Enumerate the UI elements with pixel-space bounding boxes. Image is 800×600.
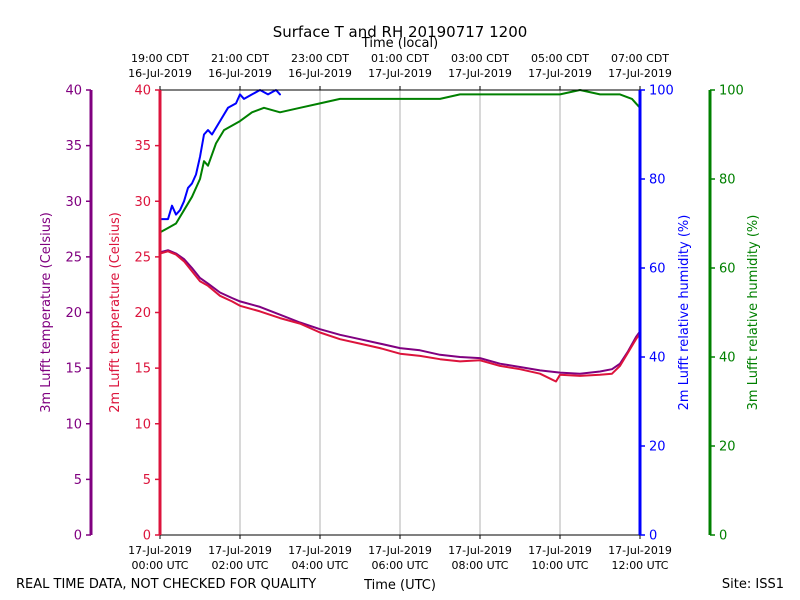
3m-humidity-axis-tick-label: 40 — [719, 351, 736, 366]
2m-humidity-axis-tick-label: 0 — [649, 529, 657, 544]
x-axis-title: Time (UTC) — [363, 578, 436, 593]
labels-layer: Surface T and RH 20190717 1200 Time (loc… — [16, 23, 784, 593]
vertical-gridlines — [239, 90, 561, 535]
3m-temperature-axis-tick-label: 25 — [65, 250, 82, 265]
3m-humidity-axis-tick-label: 20 — [719, 440, 736, 455]
2m-temperature-axis-tick-label: 35 — [134, 139, 151, 154]
x-tick-time: 12:00 UTC — [611, 559, 668, 572]
x-tick-date: 17-Jul-2019 — [288, 544, 352, 557]
series-line-rh2m — [159, 89, 281, 221]
3m-temperature-axis-title: 3m Lufft temperature (Celsius) — [39, 212, 54, 413]
3m-temperature-axis-tick-label: 35 — [65, 139, 82, 154]
2m-temperature-axis-tick-label: 5 — [143, 473, 151, 488]
3m-temperature-axis-tick-label: 30 — [65, 195, 82, 210]
2m-temperature-axis-tick-label: 0 — [143, 529, 151, 544]
2m-temperature-axis-tick-label: 15 — [134, 362, 151, 377]
3m-humidity-axis-tick-label: 0 — [719, 529, 727, 544]
x-tick-time: 10:00 UTC — [531, 559, 588, 572]
x-tick-date: 17-Jul-2019 — [608, 544, 672, 557]
2m-temperature-axis-title: 2m Lufft temperature (Celsius) — [108, 212, 123, 413]
top-tick-time: 19:00 CDT — [131, 52, 189, 65]
2m-temperature-axis-tick-label: 40 — [134, 84, 151, 99]
top-tick-time: 07:00 CDT — [611, 52, 669, 65]
site-label: Site: ISS1 — [722, 577, 784, 592]
top-tick-date: 16-Jul-2019 — [128, 67, 192, 80]
x-tick-time: 04:00 UTC — [291, 559, 348, 572]
x-tick-date: 17-Jul-2019 — [208, 544, 272, 557]
2m-temperature-axis-tick-label: 20 — [134, 306, 151, 321]
3m-temperature-axis-tick-label: 20 — [65, 306, 82, 321]
top-tick-date: 17-Jul-2019 — [608, 67, 672, 80]
x-tick-time: 08:00 UTC — [451, 559, 508, 572]
3m-humidity-axis-tick-label: 80 — [719, 173, 736, 188]
2m-humidity-axis-tick-label: 100 — [649, 84, 674, 99]
top-tick-date: 17-Jul-2019 — [528, 67, 592, 80]
top-tick-date: 16-Jul-2019 — [208, 67, 272, 80]
2m-temperature-axis-tick-label: 30 — [134, 195, 151, 210]
3m-humidity-axis-tick-label: 60 — [719, 262, 736, 277]
3m-humidity-axis-tick-label: 100 — [719, 84, 744, 99]
top-tick-time: 03:00 CDT — [451, 52, 509, 65]
2m-temperature-axis-tick-label: 25 — [134, 250, 151, 265]
3m-temperature-axis-tick-label: 10 — [65, 417, 82, 432]
top-tick-date: 16-Jul-2019 — [288, 67, 352, 80]
top-tick-time: 21:00 CDT — [211, 52, 269, 65]
x-tick-date: 17-Jul-2019 — [128, 544, 192, 557]
data-quality-note: REAL TIME DATA, NOT CHECKED FOR QUALITY — [16, 577, 316, 592]
top-tick-time: 23:00 CDT — [291, 52, 349, 65]
series-line-t3m — [159, 249, 641, 375]
x-tick-date: 17-Jul-2019 — [368, 544, 432, 557]
2m-humidity-axis-tick-label: 80 — [649, 173, 666, 188]
top-axis-title: Time (local) — [361, 36, 438, 51]
x-tick-time: 00:00 UTC — [131, 559, 188, 572]
3m-temperature-axis-tick-label: 5 — [74, 473, 82, 488]
3m-temperature-axis-tick-label: 15 — [65, 362, 82, 377]
top-tick-date: 17-Jul-2019 — [448, 67, 512, 80]
x-tick-date: 17-Jul-2019 — [528, 544, 592, 557]
x-tick-time: 02:00 UTC — [211, 559, 268, 572]
series-layer — [159, 89, 641, 383]
top-tick-date: 17-Jul-2019 — [368, 67, 432, 80]
2m-humidity-axis-title: 2m Lufft relative humidity (%) — [677, 215, 692, 411]
2m-humidity-axis-tick-label: 60 — [649, 262, 666, 277]
2m-temperature-axis-tick-label: 10 — [134, 417, 151, 432]
x-tick-date: 17-Jul-2019 — [448, 544, 512, 557]
2m-humidity-axis-tick-label: 40 — [649, 351, 666, 366]
3m-temperature-axis-tick-label: 0 — [74, 529, 82, 544]
axes-layer — [86, 86, 715, 539]
chart-title: Surface T and RH 20190717 1200 — [273, 23, 528, 41]
2m-humidity-axis-tick-label: 20 — [649, 440, 666, 455]
series-line-rh3m — [159, 89, 641, 234]
3m-humidity-axis-title: 3m Lufft relative humidity (%) — [746, 215, 761, 411]
top-tick-time: 05:00 CDT — [531, 52, 589, 65]
x-tick-time: 06:00 UTC — [371, 559, 428, 572]
3m-temperature-axis-tick-label: 40 — [65, 84, 82, 99]
top-tick-time: 01:00 CDT — [371, 52, 429, 65]
series-line-t2m — [159, 250, 641, 383]
